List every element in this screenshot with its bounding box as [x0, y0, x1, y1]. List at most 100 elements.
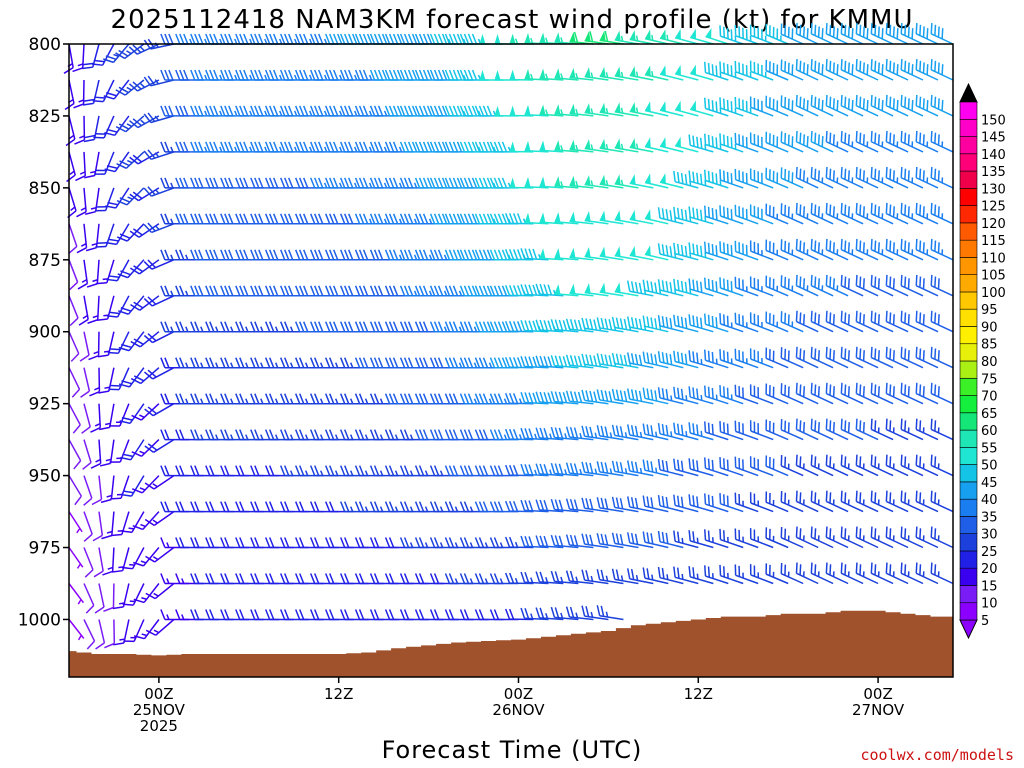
wind-barb	[915, 562, 939, 585]
colorbar-label: 150	[981, 113, 1006, 128]
wind-barb	[175, 429, 204, 441]
wind-barb	[688, 530, 714, 549]
wind-barb	[325, 609, 354, 621]
wind-barb	[596, 389, 624, 405]
credit-link[interactable]: coolwx.com/models	[860, 746, 1014, 764]
wind-barb	[688, 134, 714, 153]
colorbar-swatch	[959, 170, 978, 189]
wind-barb	[870, 562, 894, 585]
wind-barb	[596, 605, 624, 621]
wind-barb	[444, 501, 474, 513]
wind-barb	[175, 465, 204, 477]
y-tick-label: 900	[29, 323, 61, 343]
wind-barb	[688, 386, 714, 405]
wind-barb	[369, 609, 399, 621]
wind-barb	[384, 537, 414, 549]
wind-barb	[175, 105, 204, 117]
wind-barb	[120, 475, 145, 497]
wind-barb	[765, 491, 789, 513]
wind-barb	[369, 393, 399, 405]
wind-barb	[900, 130, 924, 153]
wind-barb	[280, 429, 309, 441]
wind-barb	[509, 69, 534, 81]
wind-barb	[325, 573, 354, 585]
wind-barb	[915, 454, 939, 477]
wind-barb	[250, 357, 279, 369]
wind-barb	[840, 490, 864, 513]
y-axis: 800 825 850 875 900 925 950 975 1000	[18, 35, 69, 630]
wind-barb	[780, 203, 804, 225]
wind-barb	[900, 562, 924, 585]
wind-barb	[810, 346, 834, 369]
wind-barb	[399, 501, 429, 513]
wind-barb	[719, 169, 744, 189]
wind-barb	[795, 23, 819, 45]
wind-barb	[384, 105, 414, 117]
wind-barb	[76, 223, 88, 254]
wind-barb	[930, 130, 954, 153]
wind-barb	[795, 490, 819, 513]
wind-barb	[131, 439, 160, 457]
wind-barb	[119, 403, 145, 425]
wind-barb	[444, 321, 474, 333]
wind-barb	[599, 282, 624, 297]
wind-barb	[795, 346, 819, 369]
wind-barb	[369, 537, 399, 549]
wind-barb	[131, 475, 160, 494]
wind-barb	[92, 511, 104, 542]
colorbar-label: 40	[981, 493, 998, 508]
wind-barb	[94, 151, 115, 175]
wind-barb	[295, 573, 324, 585]
wind-barb	[599, 210, 624, 225]
wind-barb	[340, 105, 369, 117]
wind-barb	[870, 346, 894, 369]
wind-barb	[280, 465, 309, 477]
wind-barb	[444, 213, 474, 225]
wind-barb	[133, 619, 160, 640]
wind-barb	[885, 94, 909, 117]
y-tick-label: 800	[29, 35, 61, 55]
wind-barb	[190, 573, 219, 585]
wind-barb	[66, 151, 76, 183]
wind-barb	[596, 533, 624, 549]
wind-barb	[68, 403, 81, 434]
wind-barb	[930, 59, 954, 81]
wind-barb	[581, 317, 609, 333]
wind-barb	[520, 356, 549, 369]
wind-barb	[101, 511, 115, 540]
wind-barb	[310, 465, 339, 477]
wind-barb	[444, 609, 474, 621]
wind-barb	[145, 618, 175, 636]
colorbar-label: 30	[981, 528, 998, 543]
wind-barb	[250, 321, 279, 333]
wind-barb	[810, 310, 834, 333]
wind-barb	[855, 490, 879, 513]
wind-barb	[765, 347, 789, 369]
colorbar-swatch	[959, 567, 978, 586]
wind-barb	[459, 609, 489, 621]
wind-barb	[73, 79, 85, 109]
wind-barb	[765, 239, 789, 261]
colorbar-label: 20	[981, 562, 998, 577]
colorbar-swatch	[959, 136, 978, 155]
wind-barb	[614, 66, 639, 81]
wind-barb	[160, 393, 189, 405]
wind-barb	[825, 274, 849, 297]
wind-barb	[190, 285, 219, 297]
wind-barb	[629, 245, 654, 261]
wind-barb	[885, 418, 909, 441]
wind-barb	[414, 609, 444, 621]
wind-barb	[734, 61, 759, 81]
wind-barb	[780, 347, 804, 369]
wind-barb	[354, 537, 384, 549]
wind-barb	[118, 331, 145, 352]
wind-barb	[90, 403, 102, 433]
wind-barb	[459, 537, 489, 549]
wind-barb	[915, 310, 939, 333]
colorbar-swatch	[959, 188, 978, 206]
wind-barb	[673, 530, 699, 549]
wind-barb	[780, 167, 804, 189]
x-tick-label: 00Z	[863, 685, 892, 703]
wind-barb	[749, 528, 774, 549]
wind-barb	[599, 138, 624, 153]
